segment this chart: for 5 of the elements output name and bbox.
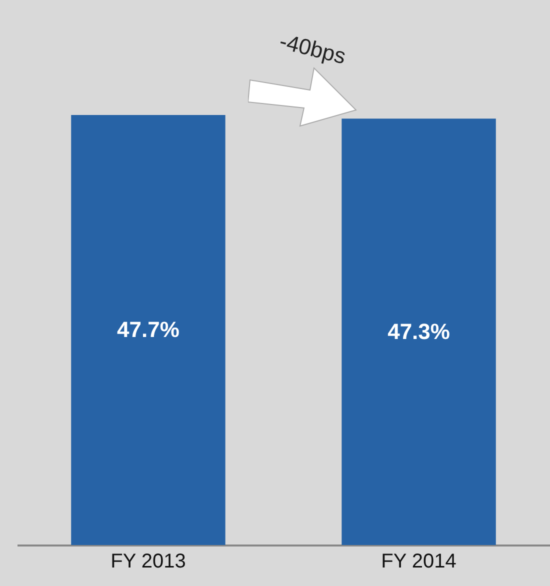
data-label: 47.3%: [388, 318, 450, 344]
x-tick-label: FY 2014: [381, 550, 456, 572]
x-tick-label: FY 2013: [110, 550, 186, 572]
text: -40bps: [276, 28, 348, 70]
data-label: 47.7%: [117, 317, 180, 342]
